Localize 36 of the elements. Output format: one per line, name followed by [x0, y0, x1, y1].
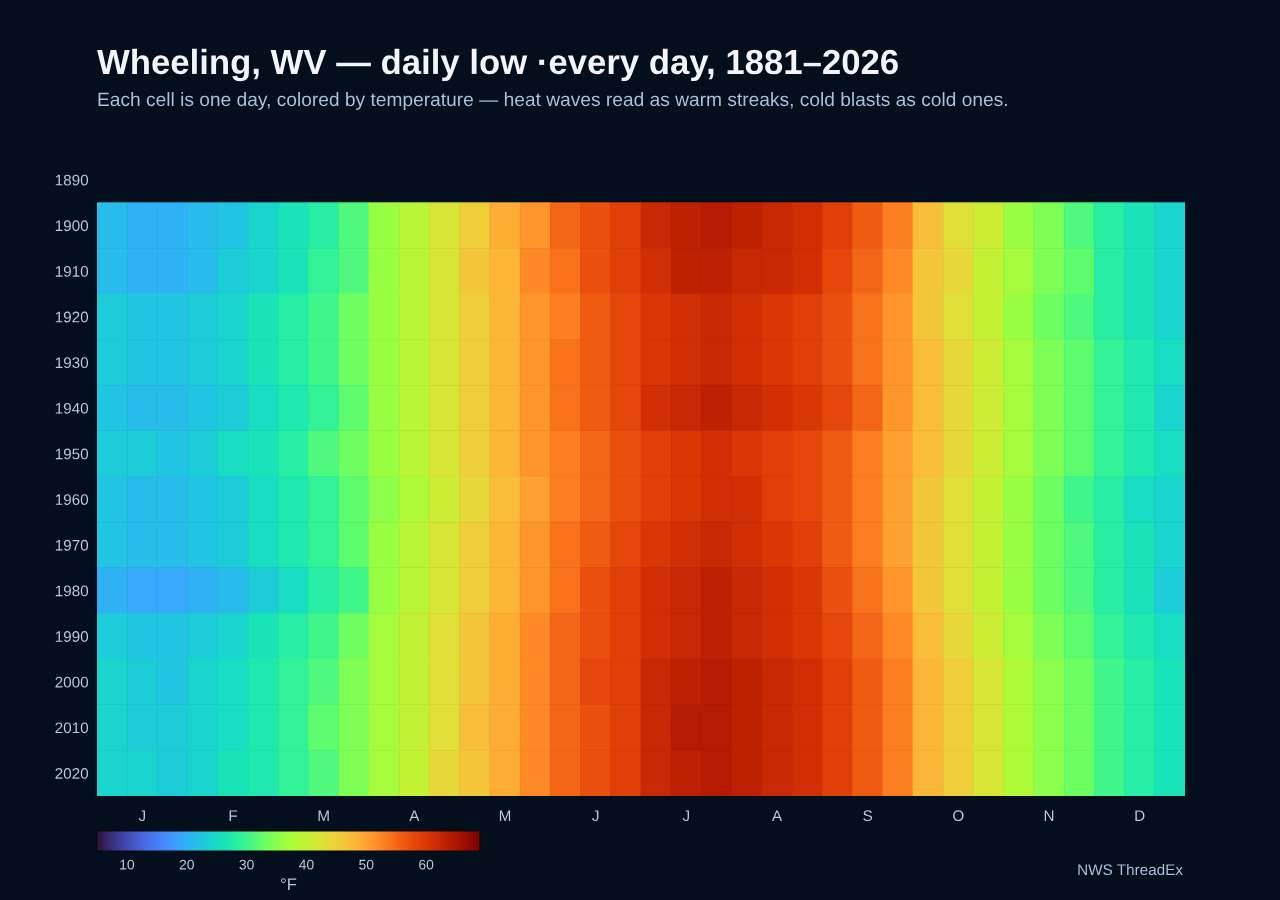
color-bar-label: 40 [299, 859, 314, 870]
x-tick-label: F [229, 810, 238, 821]
color-bar-label: 20 [179, 859, 194, 870]
x-tick-label: O [953, 810, 964, 822]
x-tick-label: J [138, 810, 146, 822]
x-tick-label: S [863, 810, 873, 822]
chart-subtitle: Each cell is one day, colored by temperature — heat waves read as warm streaks, cold blasts as cold ones. [98, 92, 1007, 110]
x-tick-label: J [682, 810, 690, 822]
y-tick-label: 1960 [55, 494, 89, 506]
x-tick-label: M [499, 810, 511, 821]
y-tick-label: 1980 [55, 585, 89, 597]
color-bar-label: 60 [419, 859, 434, 870]
color-bar-label: 10 [120, 859, 135, 870]
text: NWS ThreadEx [1078, 863, 1183, 876]
x-tick-label: D [1135, 810, 1145, 821]
y-tick-label: 2000 [55, 676, 89, 688]
y-tick-label: 1990 [55, 631, 89, 642]
y-tick-label: 1970 [55, 539, 89, 551]
x-tick-label: A [409, 810, 420, 821]
chart-title: Wheeling, WV — daily low ·every day, 1881–2026 [97, 48, 898, 82]
y-tick-label: 1890 [55, 174, 89, 186]
x-tick-label: J [592, 810, 599, 822]
y-tick-label: 1930 [55, 357, 89, 369]
y-tick-label: 2020 [55, 768, 89, 779]
color-bar-title: °F [281, 878, 297, 890]
x-tick-label: N [1044, 810, 1054, 821]
y-tick-label: 2010 [55, 722, 89, 734]
x-tick-label: M [318, 810, 329, 821]
y-tick-label: 1910 [55, 265, 89, 277]
x-tick-label: A [771, 810, 783, 821]
color-bar-label: 30 [239, 859, 254, 870]
y-tick-label: 1940 [55, 402, 89, 414]
y-tick-label: 1920 [55, 311, 89, 323]
y-tick-label: 1900 [55, 220, 89, 232]
y-tick-label: 1950 [55, 448, 89, 460]
color-bar-label: 50 [359, 859, 374, 870]
